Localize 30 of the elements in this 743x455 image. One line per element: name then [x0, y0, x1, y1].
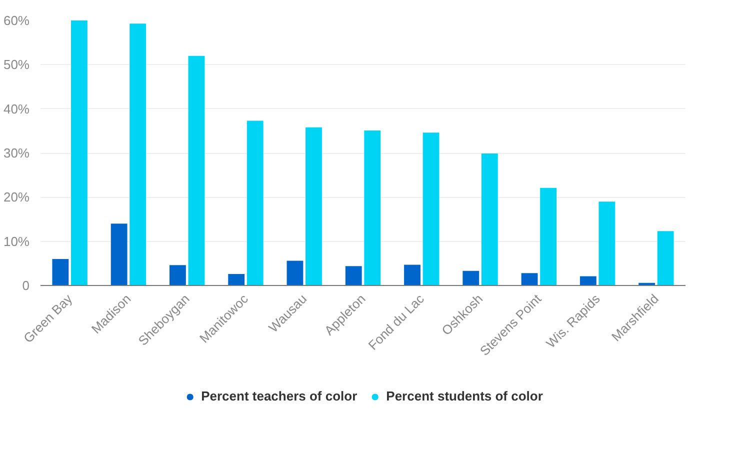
bar [598, 202, 616, 286]
bar [130, 24, 146, 286]
bar [404, 264, 420, 286]
legend-label: Percent students of color [386, 388, 543, 404]
bar [364, 130, 381, 286]
bar [188, 56, 205, 286]
bar [70, 20, 88, 286]
bar [521, 273, 538, 286]
y-tick-label: 30% [3, 146, 30, 160]
bar [286, 260, 304, 286]
y-tick-label: 0 [22, 278, 30, 293]
bar [657, 231, 674, 286]
y-tick-label: 20% [3, 190, 30, 205]
bar [345, 266, 362, 286]
y-tick-label: 60% [3, 13, 30, 28]
y-tick-label: 50% [3, 57, 30, 72]
bar [306, 127, 322, 286]
bar [246, 120, 264, 286]
bar [110, 224, 128, 286]
bar [170, 265, 186, 286]
bar [52, 259, 69, 286]
bar [481, 153, 498, 286]
y-tick-label: 10% [3, 234, 30, 249]
bar [422, 132, 440, 286]
legend-label: Percent teachers of color [201, 388, 358, 404]
bar [462, 270, 480, 286]
bar [540, 188, 556, 286]
bar [228, 274, 245, 286]
bar [580, 276, 596, 286]
y-tick-label: 40% [3, 101, 30, 116]
